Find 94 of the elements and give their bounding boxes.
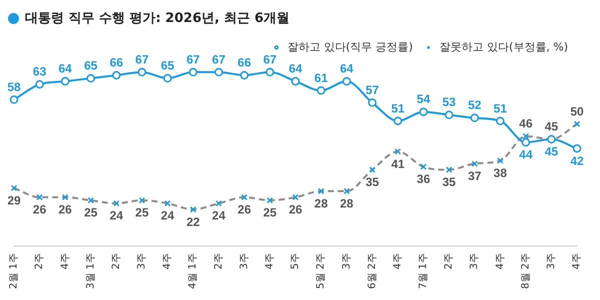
x-tick-label: 3주 (238, 253, 250, 270)
chart-title: 대통령 직무 수행 평가: 2026년, 최근 6개월 (25, 10, 290, 27)
x-tick-label: 2주 (444, 253, 455, 270)
x-tick-label: 4주 (162, 253, 174, 270)
point (444, 110, 454, 120)
point (368, 98, 377, 107)
data-label: 24 (110, 208, 124, 223)
data-label: 44 (519, 148, 533, 162)
data-label: 46 (519, 116, 533, 131)
point (316, 86, 326, 95)
point (163, 74, 172, 83)
data-label: 54 (416, 92, 430, 106)
legend-label: 잘하고 있다(직무 긍정률) (287, 40, 413, 54)
data-label: 26 (58, 202, 72, 217)
data-label: 65 (160, 58, 175, 73)
x-tick-label: 2월 1주 (8, 253, 20, 290)
x-tick-label: 3주 (136, 253, 148, 270)
point (419, 108, 428, 116)
data-label: 67 (186, 52, 200, 66)
point (86, 74, 96, 83)
data-label: 25 (84, 206, 98, 220)
x-tick-label: 2주 (34, 253, 46, 270)
point (240, 70, 249, 80)
data-label: 24 (212, 208, 226, 223)
x-tick-label: 4주 (494, 253, 506, 270)
data-label: 26 (288, 202, 302, 217)
x-tick-label: 2주 (213, 253, 224, 270)
data-label: 67 (212, 52, 226, 66)
data-label: 57 (366, 82, 380, 97)
data-label: 67 (135, 52, 149, 66)
data-label: 28 (314, 196, 328, 210)
x-tick-label: 6월 2주 (366, 253, 378, 290)
data-label: 67 (263, 52, 277, 66)
point (138, 68, 146, 76)
point (60, 77, 70, 86)
point (496, 116, 504, 126)
data-label: 28 (340, 196, 354, 210)
point (10, 95, 18, 104)
data-label: 50 (570, 104, 584, 118)
point (572, 144, 582, 153)
point (394, 116, 402, 126)
data-label: 29 (7, 193, 21, 208)
data-label: 65 (84, 58, 98, 73)
data-label: 61 (314, 70, 328, 85)
data-label: 63 (32, 64, 47, 79)
x-tick-label: 4주 (60, 253, 71, 270)
point (342, 77, 351, 86)
data-label: 45 (544, 144, 558, 159)
data-label: 42 (570, 154, 584, 168)
x-tick-label: 3주 (341, 253, 352, 270)
data-label: 36 (416, 172, 430, 186)
point (214, 68, 223, 76)
data-label: 51 (391, 101, 405, 116)
data-label: 64 (340, 62, 354, 76)
data-label: 64 (58, 62, 72, 76)
data-label: 35 (442, 175, 456, 190)
data-label: 24 (160, 208, 175, 223)
point (522, 138, 530, 147)
data-label: 41 (391, 156, 405, 171)
data-label: 51 (494, 101, 508, 116)
data-label: 45 (544, 120, 558, 134)
data-label: 22 (186, 214, 200, 229)
x-tick-label: 4주 (572, 253, 583, 270)
legend-label: 잘못하고 있다(부정률, %) (439, 40, 568, 54)
data-label: 64 (288, 62, 302, 76)
point (470, 114, 479, 122)
data-label: 35 (366, 175, 380, 190)
data-label: 26 (238, 202, 252, 217)
point (266, 68, 274, 76)
x-tick-label: 7월 1주 (418, 253, 430, 290)
x-tick-label: 8월 2주 (520, 253, 532, 290)
point (112, 70, 121, 80)
data-label: 37 (468, 169, 482, 184)
x-tick-label: 3주 (546, 253, 558, 270)
x-tick-label: 5월 2주 (316, 253, 327, 290)
point (188, 68, 198, 76)
x-tick-label: 3월 1주 (85, 253, 96, 290)
point (35, 80, 44, 89)
data-label: 25 (263, 206, 277, 220)
x-tick-label: 4월 1주 (188, 253, 199, 290)
point (291, 77, 300, 86)
data-label: 52 (468, 98, 482, 112)
data-label: 26 (32, 202, 47, 217)
x-tick-label: 4주 (264, 253, 276, 270)
data-label: 38 (494, 166, 508, 180)
x-tick-label: 2주 (110, 253, 122, 270)
x-tick-label: 4주 (392, 253, 404, 270)
x-tick-label: 3주 (469, 253, 480, 270)
data-label: 53 (442, 95, 456, 110)
x-tick-label: 5주 (290, 253, 302, 270)
data-label: 66 (238, 56, 252, 70)
data-label: 58 (7, 80, 21, 94)
data-label: 66 (110, 56, 124, 70)
data-label: 25 (135, 206, 149, 220)
